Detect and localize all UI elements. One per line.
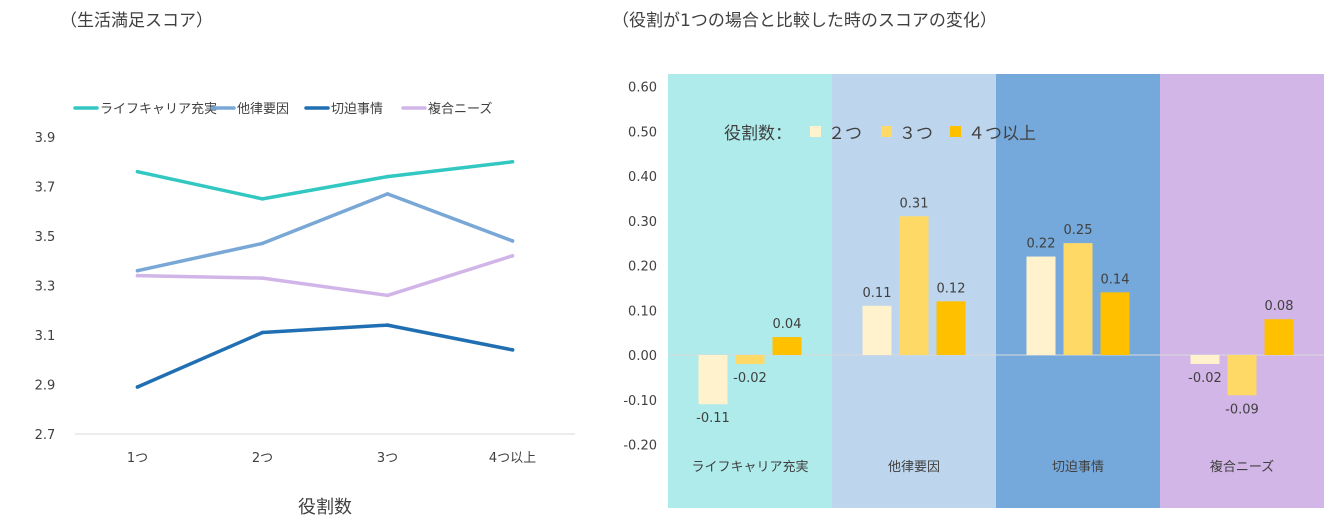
bar-data-label: 0.12 [937, 281, 966, 296]
line-legend-label: 複合ニーズ [428, 101, 492, 117]
line-y-tick-label: 3.7 [35, 181, 56, 196]
bar-y-tick-label: 0.40 [628, 170, 657, 185]
bar-y-tick-label: 0.20 [628, 260, 657, 275]
bar [772, 337, 802, 355]
line-legend-label: 他律要因 [237, 102, 289, 117]
bar-data-label: -0.02 [733, 371, 767, 386]
line-point [385, 293, 390, 298]
bar-data-label: -0.02 [1188, 371, 1222, 386]
line-point [510, 254, 515, 258]
line-y-tick-label: 2.7 [35, 428, 56, 443]
bar-legend-label: ３つ [899, 124, 933, 144]
line-point [510, 348, 515, 352]
bar [899, 216, 929, 355]
line-point [385, 174, 390, 179]
bar-data-label: 0.31 [900, 196, 929, 211]
line-x-tick-label: 4つ以上 [489, 451, 536, 466]
bar-legend-swatch [950, 126, 961, 137]
line-y-tick-label: 2.9 [35, 379, 56, 394]
bar-y-tick-label: 0.50 [628, 125, 657, 140]
bar-y-tick-label: 0.30 [628, 215, 657, 230]
bar-y-tick-label: -0.20 [623, 439, 657, 454]
bar-y-tick-label: -0.10 [623, 394, 657, 409]
line-series [135, 192, 515, 273]
line-point [135, 169, 140, 174]
bar-chart-title: （役割が1つの場合と比較した時のスコアの変化） [612, 11, 997, 31]
bar-category-band [1160, 74, 1324, 508]
bar-y-tick-label: 0.10 [628, 304, 657, 319]
bar-category-band [668, 74, 832, 508]
line-point [510, 239, 515, 243]
bar [1264, 319, 1294, 355]
bar-category-label: 他律要因 [888, 460, 940, 475]
line-point [135, 273, 140, 278]
line-series [135, 254, 515, 298]
bar-y-tick-label: 0.00 [628, 349, 657, 364]
bar-data-label: -0.11 [696, 411, 730, 426]
bar-category-label: 切迫事情 [1052, 460, 1104, 475]
bar [862, 305, 892, 355]
bar [936, 301, 966, 355]
line-point [260, 330, 265, 335]
bar-y-tick-label: 0.60 [628, 81, 657, 96]
line-point [260, 241, 265, 246]
bar-data-label: 0.22 [1027, 237, 1056, 252]
bar-data-label: 0.04 [773, 317, 802, 332]
bar-legend-label: ２つ [828, 124, 862, 144]
line-legend-label: ライフキャリア充実 [100, 101, 217, 117]
bar-data-label: -0.09 [1225, 402, 1259, 417]
bar-legend-title: 役割数： [724, 124, 792, 144]
bar [1190, 355, 1220, 364]
bar [1227, 355, 1257, 396]
bar-data-label: 0.08 [1265, 299, 1294, 314]
bar-data-label: 0.25 [1064, 223, 1093, 238]
bar [1100, 292, 1130, 355]
line-x-tick-label: 2つ [252, 451, 273, 466]
line-y-tick-label: 3.9 [35, 131, 56, 146]
bar-category-label: 複合ニーズ [1210, 459, 1274, 475]
line-point [385, 323, 390, 327]
line-chart-title: （生活満足スコア） [60, 11, 213, 31]
bar-category-label: ライフキャリア充実 [691, 459, 808, 475]
bar [1026, 256, 1056, 355]
line-x-axis-title: 役割数 [298, 497, 352, 518]
bar-legend-swatch [881, 126, 892, 137]
line-x-tick-label: 1つ [127, 451, 148, 466]
line-point [510, 159, 515, 164]
line-series [135, 160, 515, 201]
bar-legend-label: ４つ以上 [968, 124, 1036, 144]
line-legend-label: 切迫事情 [331, 102, 383, 117]
bar [1063, 243, 1093, 355]
line-point [135, 268, 140, 273]
bar-data-label: 0.11 [863, 286, 892, 301]
line-point [135, 385, 140, 389]
line-y-tick-label: 3.1 [35, 329, 56, 344]
line-point [260, 276, 265, 280]
bar [698, 355, 728, 405]
bar [735, 355, 765, 364]
line-point [385, 192, 390, 196]
line-y-tick-label: 3.3 [35, 280, 56, 295]
line-y-tick-label: 3.5 [35, 230, 56, 245]
line-x-tick-label: 3つ [377, 451, 398, 466]
bar-legend-swatch [810, 126, 821, 137]
line-point [260, 197, 265, 201]
line-series [135, 323, 515, 389]
bar-data-label: 0.14 [1101, 272, 1130, 287]
